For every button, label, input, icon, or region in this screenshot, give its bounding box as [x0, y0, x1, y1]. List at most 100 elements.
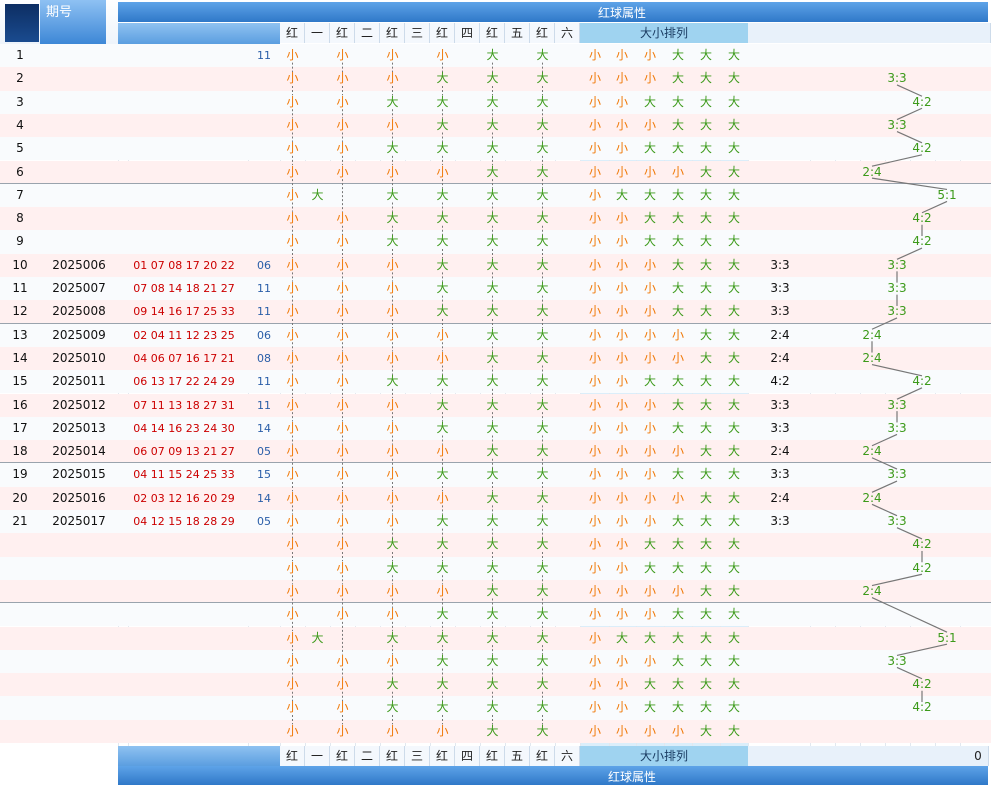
attr-cell-0: 小	[286, 397, 299, 412]
size-cell-0: 小	[588, 537, 601, 552]
header-col-10: 红	[530, 23, 555, 43]
attr-cell-2: 小	[336, 653, 349, 668]
attr-cell-2: 小	[336, 234, 349, 249]
size-cell-4: 大	[699, 164, 712, 179]
size-cell-5: 大	[727, 281, 740, 295]
header-col-3: 二	[355, 23, 380, 43]
table-row	[0, 183, 991, 208]
table-row	[0, 253, 991, 277]
size-cell-5: 大	[727, 374, 740, 389]
ratio-trend-segment	[871, 317, 898, 330]
size-cell-4: 大	[699, 211, 712, 226]
ratio-trend-segment	[871, 433, 898, 447]
attr-cell-10: 大	[536, 350, 549, 365]
size-cell-3: 大	[671, 560, 684, 575]
size-cell-4: 大	[699, 327, 712, 342]
size-cell-3: 小	[671, 164, 684, 179]
size-cell-1: 小	[615, 94, 628, 109]
red-ball-numbers: 09 14 16 17 25 33	[133, 305, 235, 319]
size-cell-1: 小	[615, 71, 628, 86]
ratio-trend-segment	[871, 363, 923, 377]
size-cell-2: 小	[643, 583, 656, 598]
attr-cell-0: 小	[286, 164, 299, 179]
size-ratio: 3:3	[770, 281, 790, 295]
blue-ball-number: 11	[257, 305, 271, 319]
size-cell-5: 大	[727, 560, 740, 575]
size-cell-1: 小	[615, 490, 628, 505]
size-cell-2: 大	[643, 630, 656, 645]
attr-cell-6: 大	[436, 281, 449, 295]
ratio-trend-marker: 4:2	[912, 560, 932, 575]
attr-cell-2: 小	[336, 583, 349, 598]
attr-cell-10: 大	[536, 537, 549, 552]
period-number: 2025017	[52, 514, 106, 528]
attr-cell-0: 小	[286, 350, 299, 365]
size-cell-3: 大	[671, 514, 684, 528]
size-cell-2: 大	[643, 677, 656, 692]
header-top-band: 红球属性	[118, 2, 988, 22]
blue-ball-number: 15	[257, 468, 271, 482]
red-ball-numbers: 04 14 16 23 24 30	[133, 421, 235, 435]
attr-cell-6: 大	[436, 420, 449, 435]
attr-cell-8: 大	[486, 94, 499, 109]
attr-cell-8: 大	[486, 187, 499, 202]
size-cell-4: 大	[699, 514, 712, 528]
attr-cell-0: 小	[286, 583, 299, 598]
footer-red-attr-title: 红球属性	[608, 770, 657, 784]
table-row	[0, 230, 991, 254]
ratio-trend-marker: 2:4	[862, 444, 882, 459]
size-cell-2: 小	[643, 117, 656, 132]
size-cell-3: 大	[671, 607, 684, 622]
attr-cell-2: 小	[336, 48, 349, 62]
row-index: 4	[16, 117, 24, 132]
red-ball-numbers: 02 03 12 16 20 29	[133, 491, 235, 505]
attr-cell-2: 小	[336, 257, 349, 272]
size-cell-1: 大	[615, 630, 628, 645]
attr-cell-0: 小	[286, 723, 299, 738]
size-cell-3: 大	[671, 537, 684, 552]
size-cell-2: 小	[643, 420, 656, 435]
attr-cell-8: 大	[486, 630, 499, 645]
size-cell-5: 大	[727, 397, 740, 412]
ratio-trend-segment	[871, 457, 898, 470]
attr-cell-10: 大	[536, 607, 549, 622]
attr-cell-6: 小	[436, 490, 449, 505]
size-cell-4: 大	[699, 71, 712, 86]
attr-cell-4: 小	[386, 304, 399, 319]
attr-cell-4: 小	[386, 653, 399, 668]
size-ratio: 2:4	[770, 350, 790, 365]
attr-cell-8: 大	[486, 71, 499, 86]
attr-cell-4: 大	[386, 211, 399, 226]
ratio-trend-marker: 4:2	[912, 234, 932, 249]
size-cell-5: 大	[727, 607, 740, 622]
attr-cell-0: 小	[286, 537, 299, 552]
header-col-8: 红	[480, 23, 505, 43]
size-cell-4: 大	[699, 583, 712, 598]
size-cell-2: 小	[643, 257, 656, 272]
attr-cell-2: 小	[336, 327, 349, 342]
attr-cell-0: 小	[286, 94, 299, 109]
footer-left-band	[118, 746, 280, 766]
attr-cell-8: 大	[486, 304, 499, 319]
ratio-trend-marker: 2:4	[862, 327, 882, 342]
size-cell-2: 大	[643, 187, 656, 202]
attr-cell-8: 大	[486, 397, 499, 412]
size-cell-1: 小	[615, 257, 628, 272]
row-index: 1	[16, 48, 24, 62]
size-cell-2: 小	[643, 653, 656, 668]
size-ratio: 3:3	[770, 257, 790, 272]
red-ball-numbers: 01 07 08 17 20 22	[133, 258, 235, 272]
size-cell-3: 大	[671, 700, 684, 715]
blue-ball-number: 06	[257, 328, 271, 342]
attr-cell-0: 小	[286, 467, 299, 482]
footer-bottom-band: 红球属性	[118, 766, 988, 785]
attr-cell-8: 大	[486, 607, 499, 622]
size-cell-4: 大	[699, 560, 712, 575]
table-row	[0, 510, 991, 534]
red-ball-numbers: 04 12 15 18 28 29	[133, 515, 235, 528]
attr-cell-0: 小	[286, 211, 299, 226]
attr-cell-8: 大	[486, 374, 499, 389]
attr-cell-2: 小	[336, 304, 349, 319]
